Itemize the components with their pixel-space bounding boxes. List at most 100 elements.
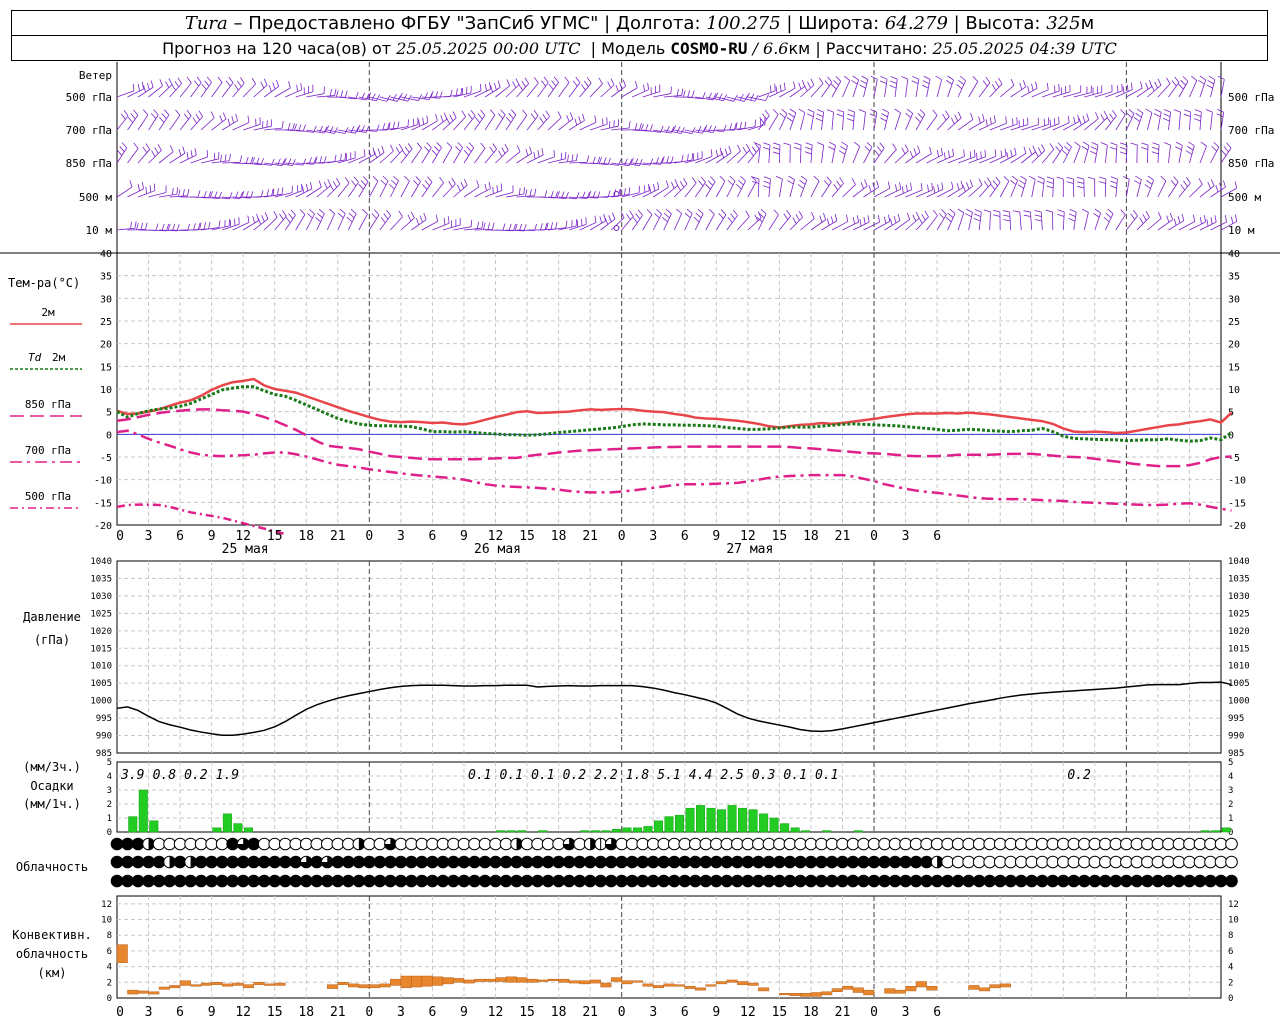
wind-barb-feather (763, 185, 770, 189)
wind-barb-staff (873, 112, 878, 131)
wind-barb-feather (340, 153, 342, 161)
cloud-symbol (205, 855, 218, 869)
wind-barb-feather (1109, 113, 1114, 120)
cloud-symbol (667, 837, 681, 851)
wind-barb-staff (1029, 212, 1033, 231)
cloud-symbol (1130, 874, 1144, 888)
wind-barb-staff (968, 184, 983, 198)
wind-barb-feather (876, 180, 879, 188)
wind-barb-feather (1122, 86, 1125, 94)
wind-barb-feather (523, 224, 527, 232)
wind-barb (1168, 76, 1180, 98)
wind-barb-staff (1136, 112, 1144, 131)
wind-barb-feather (1103, 216, 1110, 223)
wind-barb (631, 209, 643, 231)
cloud-symbol (352, 874, 366, 888)
wind-barb (747, 211, 762, 231)
wind-barb-feather (1234, 214, 1238, 222)
wind-barb-feather (963, 149, 965, 157)
wind-barb-staff (1073, 119, 1090, 131)
wind-barb (558, 112, 574, 131)
cloud-symbol (1035, 874, 1049, 888)
wind-barb (1168, 176, 1179, 198)
wind-barb-feather (1185, 150, 1193, 155)
wind-barb (779, 108, 788, 131)
wind-barb-feather (1140, 81, 1143, 89)
cloud-circle (1067, 855, 1081, 869)
wind-barb-feather (1144, 184, 1151, 189)
cloud-symbol (342, 874, 355, 888)
wind-barb-feather (624, 158, 628, 166)
wind-barb (935, 75, 943, 98)
wind-barb (989, 116, 1007, 131)
cloud-symbol (457, 874, 471, 888)
wind-barb (1094, 84, 1113, 98)
cloud-circle (583, 874, 597, 888)
precip-bar (653, 820, 663, 833)
wind-barb-feather (1010, 78, 1015, 86)
wind-barb (180, 223, 201, 231)
hour-tick-label: 18 (551, 529, 567, 544)
conv-tick-right: 4 (1228, 963, 1233, 973)
cloud-circle (846, 874, 860, 888)
wind-barb (1183, 109, 1192, 131)
wind-barb-feather (166, 224, 170, 231)
cloud-circle (972, 855, 986, 869)
wind-barb-feather (883, 216, 887, 224)
wind-barb-staff (211, 82, 223, 98)
cloud-circle (268, 837, 282, 851)
wind-barb (505, 187, 525, 198)
wind-barb-feather (870, 108, 878, 113)
wind-barb-feather (923, 75, 931, 80)
wind-barb-feather (969, 151, 972, 159)
wind-barb-feather (161, 113, 167, 119)
pres-tick-right: 1040 (1228, 557, 1250, 567)
wind-barb (905, 211, 920, 231)
cloud-symbol (993, 837, 1007, 851)
wind-barb (870, 75, 878, 98)
wind-barb-feather (296, 84, 299, 92)
wind-barb-staff (1178, 221, 1196, 231)
cloud-circle (646, 874, 660, 888)
cloud-circle (752, 837, 765, 851)
wind-barb-feather (933, 186, 936, 194)
wind-barb (737, 143, 751, 164)
wind-barb (169, 223, 191, 231)
wind-barb-feather (582, 113, 585, 121)
cloud-symbol (541, 874, 555, 888)
wind-barb-feather (1133, 117, 1141, 122)
wind-barb-feather (260, 190, 264, 198)
cloud-circle (1014, 855, 1028, 869)
cloud-symbol (215, 874, 229, 888)
cloud-symbol (1046, 874, 1060, 888)
cloud-circle (110, 874, 124, 888)
wind-barb-feather (334, 127, 338, 134)
wind-barb-staff (1147, 84, 1162, 98)
wind-barb (1220, 181, 1238, 198)
wind-barb-feather (373, 151, 378, 158)
cloud-symbol (731, 874, 744, 888)
cloud-circle (1046, 874, 1060, 888)
hour-tick-label: 15 (519, 1005, 535, 1020)
wind-barb-feather (410, 211, 415, 219)
cloud-symbol (951, 837, 965, 851)
wind-barb-feather (649, 158, 654, 166)
legend-label: 500 гПа (25, 490, 71, 503)
wind-barb-feather (398, 92, 403, 100)
wind-barb (600, 78, 615, 98)
wind-barb-staff (453, 147, 463, 164)
cloud-symbol (236, 874, 250, 888)
wind-barb-feather (367, 92, 372, 100)
wind-barb (1073, 85, 1092, 98)
wind-barb (1205, 109, 1213, 131)
cloud-circle (541, 837, 555, 851)
wind-barb-feather (1226, 142, 1232, 149)
conv-tick-left: 0 (107, 994, 112, 1004)
wind-barb-feather (1082, 141, 1090, 146)
cloud-circle (573, 855, 586, 869)
wind-barb-feather (395, 146, 400, 154)
wind-barb-feather (974, 149, 976, 157)
cloud-symbol (499, 874, 513, 888)
wind-barb-staff (611, 162, 630, 167)
